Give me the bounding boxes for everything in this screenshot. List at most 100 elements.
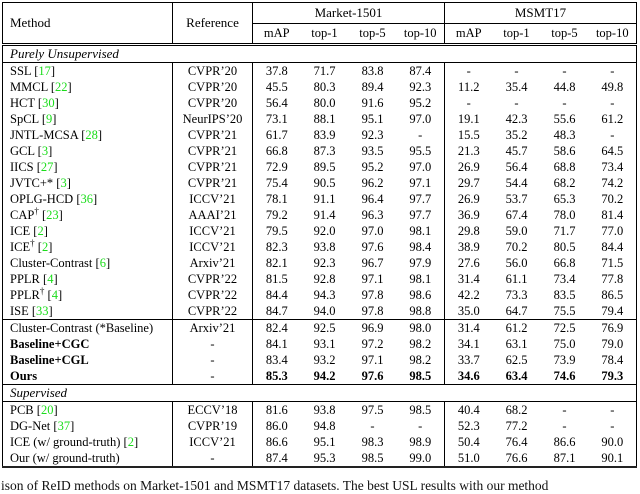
citation-number: 9 xyxy=(46,112,53,126)
table-row: SpCL [9] NeurIPS’20 73.1 88.1 95.1 97.0 19.1 42… xyxy=(2,111,637,127)
metric-value: - xyxy=(466,96,471,110)
method-cell: CAP† [23] xyxy=(2,207,173,223)
table-row: HCT [30] CVPR’20 56.4 80.0 91.6 95.2 - - - - xyxy=(2,95,637,111)
table-row: Cluster-Contrast [6] Arxiv’21 82.1 92.3 96.7… xyxy=(2,255,637,271)
metric-value: 78.4 xyxy=(601,353,624,367)
metric-value: 96.9 xyxy=(361,321,384,335)
method-cell: Baseline+CGL xyxy=(2,352,173,368)
reference-cell: Arxiv’21 xyxy=(172,319,253,336)
method-name: ISE xyxy=(10,304,29,318)
metric-value: 15.5 xyxy=(457,128,480,142)
metric-value: 83.5 xyxy=(553,288,576,302)
reference-cell: CVPR’20 xyxy=(172,79,253,95)
col-header-reference: Reference xyxy=(172,2,253,46)
metric-value: 90.1 xyxy=(588,450,637,468)
section-row: Supervised xyxy=(2,384,637,402)
method-name: OPLG-HCD xyxy=(10,192,74,206)
reference-cell: ICCV’21 xyxy=(172,223,253,239)
metric-value: 67.4 xyxy=(505,208,528,222)
table-row: Cluster-Contrast (*Baseline) Arxiv’21 82.4… xyxy=(2,319,637,336)
metric-value: 21.3 xyxy=(457,144,480,158)
metric-value: - xyxy=(610,96,615,110)
method-name: ICE xyxy=(10,224,31,238)
citation-number: 30 xyxy=(42,96,55,110)
metric-value: 94.3 xyxy=(313,288,336,302)
metric-value: 56.0 xyxy=(505,256,528,270)
citation-number: 33 xyxy=(36,304,49,318)
metric-value: 95.3 xyxy=(300,450,349,468)
metric-value: 76.6 xyxy=(492,450,541,468)
metric-value: 75.0 xyxy=(553,337,576,351)
metric-value: 85.3 xyxy=(252,368,301,385)
reference-cell: CVPR’22 xyxy=(172,271,253,287)
metric-value: 66.8 xyxy=(265,144,288,158)
metric-value: 61.2 xyxy=(505,321,528,335)
table-row: Our (w/ ground-truth) -87.4 95.3 98.5 99.0 51… xyxy=(2,450,637,468)
table-row: PCB [20] ECCV’18 81.6 93.8 97.5 98.5 40.4 68.2 -… xyxy=(2,401,637,418)
metric-value: 11.2 xyxy=(458,80,480,94)
method-cell: HCT [30] xyxy=(2,95,173,111)
metric-value: 68.2 xyxy=(553,176,576,190)
col-header-map: mAP xyxy=(252,23,301,46)
metric-value: - xyxy=(514,96,519,110)
metric-value: 97.8 xyxy=(348,303,397,320)
metric-value: 63.4 xyxy=(492,368,541,385)
table-row: Baseline+CGC -84.1 93.1 97.2 98.2 34.1 63.1 75.… xyxy=(2,336,637,352)
metric-value: 42.3 xyxy=(505,112,528,126)
method-cell: ICE† [2] xyxy=(2,239,173,255)
col-header-method: Method xyxy=(2,2,173,46)
citation-number: 37 xyxy=(57,419,71,433)
metric-value: - xyxy=(396,418,445,434)
metric-value: 71.7 xyxy=(313,64,336,78)
reference-cell: CVPR’20 xyxy=(172,62,253,79)
table-row: Ours -85.3 94.2 97.6 98.5 34.6 63.4 74.6 79.3 xyxy=(2,368,637,385)
col-header-top10: top-10 xyxy=(588,23,637,46)
metric-value: - xyxy=(562,96,567,110)
metric-value: 37.8 xyxy=(265,64,288,78)
reference-cell: - xyxy=(172,352,253,368)
metric-value: 73.4 xyxy=(553,272,576,286)
metric-value: 26.9 xyxy=(457,192,480,206)
metric-value: 97.0 xyxy=(396,159,445,175)
metric-value: 80.5 xyxy=(553,240,576,254)
method-cell: ISE [33] xyxy=(2,303,173,320)
table-caption: ison of ReID methods on Market-1501 and … xyxy=(1,478,549,493)
reference-cell: CVPR’22 xyxy=(172,303,253,320)
metric-value: 33.7 xyxy=(457,353,480,367)
method-name: Our (w/ ground-truth) xyxy=(10,451,120,465)
method-name: IICS xyxy=(10,160,34,174)
metric-value: 71.7 xyxy=(553,224,576,238)
metric-value: 90.0 xyxy=(601,435,624,449)
metric-value: 98.3 xyxy=(361,435,384,449)
metric-value: 31.4 xyxy=(457,272,480,286)
metric-value: 83.8 xyxy=(361,64,384,78)
citation-number: 3 xyxy=(60,176,67,190)
reference-cell: CVPR’20 xyxy=(172,95,253,111)
metric-value: 44.8 xyxy=(553,80,576,94)
metric-value: - xyxy=(562,64,567,78)
metric-value: - xyxy=(610,419,615,433)
metric-value: 86.6 xyxy=(265,435,288,449)
metric-value: 86.0 xyxy=(265,419,288,433)
method-cell: Baseline+CGC xyxy=(2,336,173,352)
metric-value: 83.9 xyxy=(313,128,336,142)
metric-value: 91.4 xyxy=(313,208,336,222)
metric-value: 79.0 xyxy=(601,337,624,351)
metric-value: 56.4 xyxy=(265,96,288,110)
table-row: MMCL [22] CVPR’20 45.5 80.3 89.4 92.3 11.2 35.4… xyxy=(2,79,637,95)
reference-cell: - xyxy=(172,368,253,385)
metric-value: 87.4 xyxy=(252,450,301,468)
table-row: ICE (w/ ground-truth) [2] ICCV’21 86.6 95.1… xyxy=(2,434,637,450)
method-name: SSL xyxy=(10,64,32,78)
method-cell: JVTC+* [3] xyxy=(2,175,173,191)
metric-value: 96.2 xyxy=(361,176,384,190)
metric-value: 87.3 xyxy=(313,144,336,158)
method-name: Cluster-Contrast (*Baseline) xyxy=(10,321,154,335)
metric-value: 98.5 xyxy=(396,401,445,418)
metric-value: 73.3 xyxy=(505,288,528,302)
reference-cell: Arxiv’21 xyxy=(172,255,253,271)
metric-value: 82.1 xyxy=(265,256,288,270)
metric-value: 59.0 xyxy=(505,224,528,238)
citation-number: 23 xyxy=(46,208,59,222)
metric-value: 73.4 xyxy=(601,160,624,174)
